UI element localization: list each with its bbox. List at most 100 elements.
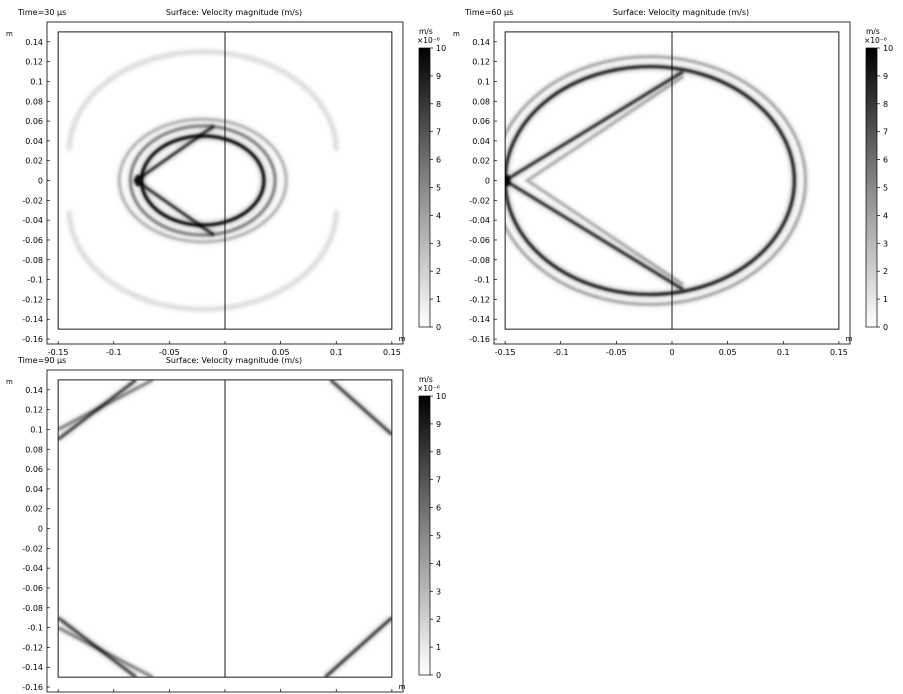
y-tick-label: 0 [485,177,490,186]
x-tick-label: -0.15 [495,348,516,357]
y-tick-label: 0.04 [25,485,43,494]
colorbar-tick-label: 0 [883,323,888,332]
y-axis-unit: m [6,30,13,38]
y-tick-label: 0.1 [30,425,43,434]
wave-front [505,68,685,293]
time-label: Time=60 μs [464,8,513,17]
wave-front [129,123,216,238]
colorbar-tick-label: 1 [883,295,888,304]
colorbar-tick-label: 9 [436,420,441,429]
colorbar-tick-label: 6 [436,504,441,513]
y-tick-label: -0.16 [22,683,43,692]
y-tick-label: 0.02 [472,157,490,166]
wave-source [505,174,511,187]
time-label: Time=30 μs [17,8,66,17]
y-axis-unit: m [453,30,460,38]
x-tick-label: 0.1 [777,348,790,357]
y-tick-label: -0.1 [27,276,43,285]
colorbar-tick-label: 9 [436,72,441,81]
colorbar-tick-label: 8 [883,100,888,109]
x-axis-unit: m [399,683,406,691]
y-tick-label: -0.12 [22,295,43,304]
y-tick-label: 0.08 [25,445,43,454]
y-tick-label: -0.02 [469,196,490,205]
y-tick-label: -0.1 [474,276,490,285]
wave-front [322,615,392,678]
x-tick-label: 0.05 [719,348,737,357]
wavefield [58,379,392,678]
y-tick-label: 0.14 [472,38,490,47]
y-tick-label: -0.14 [22,663,43,672]
colorbar-tick-label: 4 [883,211,888,220]
colorbar-scale: ×10⁻⁶ [417,36,440,45]
chart-title: Surface: Velocity magnitude (m/s) [166,356,302,365]
colorbar-tick-label: 6 [436,156,441,165]
colorbar-scale: ×10⁻⁶ [417,384,440,393]
y-tick-label: -0.08 [22,604,43,613]
y-tick-label: -0.02 [22,196,43,205]
colorbar-tick-label: 4 [436,559,441,568]
y-tick-label: -0.04 [469,216,490,225]
colorbar-tick-label: 3 [436,587,441,596]
colorbar [865,47,878,328]
y-tick-label: -0.1 [27,624,43,633]
colorbar-tick-label: 7 [436,476,441,485]
y-tick-label: -0.14 [22,315,43,324]
colorbar-tick-label: 5 [436,532,441,541]
y-tick-label: 0.06 [25,117,43,126]
colorbar-tick-label: 3 [883,239,888,248]
wave-front [505,63,798,298]
colorbar-tick-label: 3 [436,239,441,248]
colorbar-tick-label: 2 [883,267,888,276]
x-tick-label: 0.15 [830,348,848,357]
x-axis-unit: m [846,335,853,343]
y-tick-label: 0.12 [25,406,43,415]
y-tick-label: -0.16 [22,335,43,344]
colorbar-tick-label: 10 [436,44,446,53]
colorbar-tick-label: 0 [436,671,441,680]
time-label: Time=90 μs [17,356,66,365]
x-tick-label: -0.05 [606,348,627,357]
colorbar-tick-label: 1 [436,643,441,652]
y-tick-label: 0.12 [472,58,490,67]
y-tick-label: 0.08 [25,97,43,106]
x-tick-label: 0.1 [330,348,343,357]
y-tick-label: 0.04 [25,137,43,146]
colorbar-tick-label: 10 [436,392,446,401]
y-tick-label: -0.12 [22,643,43,652]
y-tick-label: 0.06 [25,465,43,474]
wave-front [58,379,155,433]
y-tick-label: 0.08 [472,97,490,106]
colorbar-tick-label: 7 [436,128,441,137]
wave-source [134,174,142,187]
y-tick-label: -0.06 [469,236,490,245]
y-tick-label: -0.04 [22,216,43,225]
colorbar-tick-label: 10 [883,44,893,53]
wavefield [67,49,339,312]
y-tick-label: 0.1 [477,77,490,86]
y-tick-label: 0.14 [25,38,43,47]
colorbar-tick-label: 7 [883,128,888,137]
chart-panel-1: Time=30 μs Surface: Velocity magnitude (m… [2,2,446,357]
colorbar-tick-label: 2 [436,267,441,276]
y-tick-label: 0.02 [25,505,43,514]
y-tick-label: 0 [38,525,43,534]
wave-front [58,624,155,678]
colorbar-tick-label: 8 [436,448,441,457]
x-tick-label: -0.1 [106,348,122,357]
colorbar-tick-label: 2 [436,615,441,624]
wave-front [521,73,686,288]
y-tick-label: -0.08 [22,256,43,265]
y-axis-unit: m [6,378,13,386]
colorbar-unit: m/s [866,27,880,36]
y-tick-label: 0.1 [30,77,43,86]
x-tick-label: -0.1 [553,348,569,357]
colorbar-tick-label: 5 [883,184,888,193]
chart-panel-2: Time=60 μs Surface: Velocity magnitude (m… [449,2,893,357]
colorbar-tick-label: 6 [883,156,888,165]
wave-front [505,53,809,308]
wavefield [505,53,809,308]
colorbar-tick-label: 4 [436,211,441,220]
y-tick-label: -0.08 [469,256,490,265]
chart-svg-2: Time=60 μs Surface: Velocity magnitude (m… [453,8,893,357]
